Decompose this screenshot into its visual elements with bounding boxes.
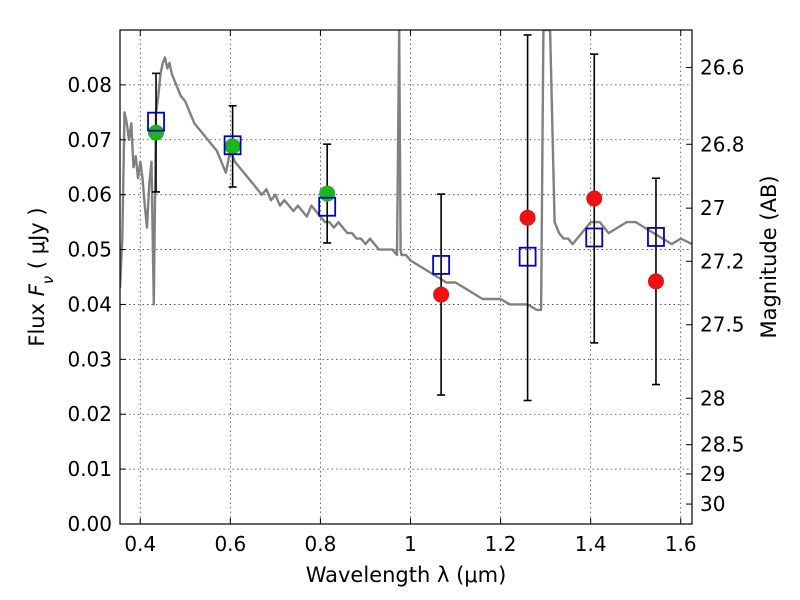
magnitude-tick-label: 27.5 [700, 313, 745, 337]
magnitude-axis-label: Magnitude (AB) [757, 175, 781, 338]
magnitude-tick-label: 27.2 [700, 249, 745, 273]
magnitude-tick-label: 26.6 [700, 55, 745, 79]
y-tick-label: 0.02 [67, 402, 112, 426]
plot-frame [119, 29, 693, 525]
observed-optical-point [224, 138, 241, 155]
x-tick-label: 0.8 [305, 532, 337, 556]
observed-optical-point [319, 185, 336, 202]
model-photometry-point [518, 246, 537, 267]
x-tick-label: 1.2 [485, 532, 517, 556]
x-tick-label: 1.4 [575, 532, 607, 556]
magnitude-axis: 26.6 26.8 27 27.2 27.5 28 28.5 29 30 [686, 55, 745, 516]
observed-nir-point [586, 190, 603, 207]
magnitude-tick-label: 29 [700, 462, 725, 486]
model-spectrum-line [120, 30, 692, 312]
observed-nir-point [433, 286, 450, 303]
magnitude-tick-label: 27 [700, 196, 725, 220]
y-tick-label: 0.08 [67, 73, 112, 97]
model-photometry-point [318, 196, 337, 217]
y-tick-label: 0.03 [67, 347, 112, 371]
y-tick-label: 0.05 [67, 238, 112, 262]
magnitude-tick-label: 30 [700, 492, 725, 516]
magnitude-tick-label: 26.8 [700, 132, 745, 156]
x-tick-label: 0.4 [124, 532, 156, 556]
y-tick-label: 0.04 [67, 292, 112, 316]
x-axis-label: Wavelength λ (μm) [306, 563, 507, 587]
y-tick-label: 0.00 [67, 512, 112, 536]
y-tick-label: 0.06 [67, 183, 112, 207]
model-photometry-point [647, 227, 665, 247]
observed-nir-point [519, 209, 536, 226]
x-tick-label: 1.6 [665, 532, 697, 556]
y-tick-label: 0.01 [67, 457, 112, 481]
plot-area [120, 30, 692, 402]
x-tick-label: 0.6 [214, 532, 246, 556]
x-tick-label: 1 [404, 532, 417, 556]
observed-optical-point [148, 124, 165, 141]
model-photometry-point [223, 135, 242, 156]
magnitude-tick-label: 28 [700, 386, 725, 410]
model-photometry-point [585, 227, 604, 248]
x-axis: 0.4 0.6 0.8 1 1.2 1.4 1.6 [124, 30, 697, 556]
y-axis-label: Flux Fν ( μJy ) [25, 207, 57, 346]
y-tick-label: 0.07 [67, 128, 112, 152]
y-axis: 0.00 0.01 0.02 0.03 0.04 0.05 0.06 0.07 0.08 [67, 73, 126, 536]
magnitude-tick-label: 28.5 [700, 433, 745, 457]
model-photometry-point [147, 111, 165, 132]
observed-nir-point [647, 273, 664, 290]
model-photometry-point [432, 255, 451, 275]
grid-lines [120, 30, 692, 525]
